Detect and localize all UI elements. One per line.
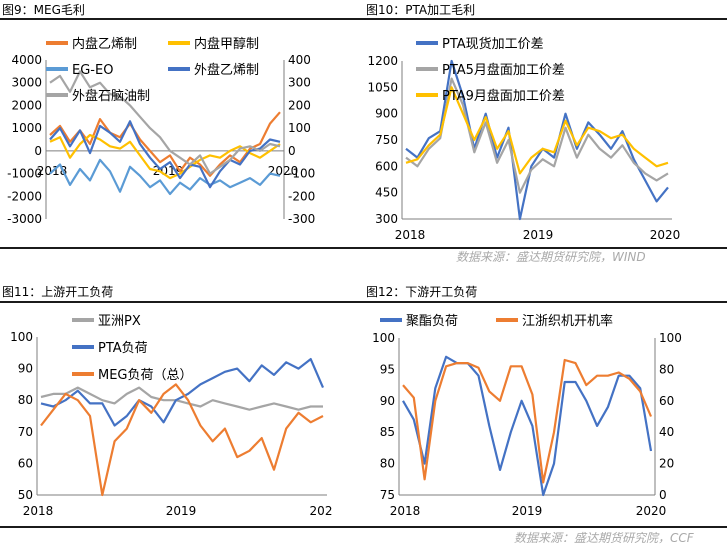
c9-y-tick-label: 3000 [11, 76, 42, 90]
c9-y-tick-label: 4000 [11, 53, 42, 67]
c12-x-tick-label: 2019 [512, 504, 543, 518]
c9-series-line-3 [49, 120, 281, 189]
c11-y-tick-label: 100 [10, 330, 33, 344]
c11-y-tick-label: 70 [18, 425, 33, 439]
c12-y2-tick-label: 80 [659, 362, 674, 376]
panel-title-fig9: 图9：MEG毛利 [2, 3, 85, 17]
c9-y-tick-label: 0 [34, 144, 42, 158]
c9-series-line-2 [49, 158, 281, 196]
c10-x-tick-label: 2019 [523, 228, 554, 242]
c10-series-line-2 [405, 86, 669, 175]
c11-y-tick-label: 60 [18, 456, 33, 470]
c10-y-tick-label: 300 [375, 212, 398, 226]
c11-x-tick-label: 202 [310, 504, 333, 518]
c9-y2-tick-label: 300 [288, 76, 311, 90]
c9-y-tick-label: 1000 [11, 121, 42, 135]
c9-y-tick-label: -1000 [7, 167, 42, 181]
panel-title-fig11: 图11：上游开工负荷 [2, 285, 114, 299]
c10-x-tick-label: 2018 [395, 228, 426, 242]
c12-y-tick-label: 80 [380, 457, 395, 471]
c9-y-tick-label: 2000 [11, 98, 42, 112]
c9-legend-label-2: EG-EO [72, 63, 113, 78]
source-note-lower: 数据来源：盛达期货研究院，CCF [514, 531, 694, 545]
c12-y2-tick-label: 40 [659, 425, 674, 439]
c10-legend-label-1: PTA5月盘面加工价差 [442, 62, 565, 78]
c11-series-line-0 [40, 386, 323, 411]
c10-y-tick-label: 1050 [367, 80, 398, 94]
rule-bottom [0, 526, 727, 528]
c9-y2-tick-label: -300 [288, 212, 315, 226]
c12-y-tick-label: 85 [380, 425, 395, 439]
c11-legend-label-2: MEG负荷（总） [98, 368, 193, 383]
c12-y2-tick-label: 60 [659, 394, 674, 408]
c11-series-line-1 [40, 358, 325, 427]
c12-x-tick-label: 2020 [636, 504, 667, 518]
c11-legend-label-1: PTA负荷 [98, 341, 148, 356]
c9-y2-tick-label: 0 [288, 144, 296, 158]
c9-legend-label-0: 内盘乙烯制 [72, 36, 137, 52]
c12-y-tick-label: 95 [380, 362, 395, 376]
rule-top [0, 18, 727, 20]
c11-y-tick-label: 90 [18, 362, 33, 376]
c9-y2-tick-label: -200 [288, 189, 315, 203]
c11-legend-label-0: 亚洲PX [98, 314, 141, 329]
c12-y-tick-label: 90 [380, 394, 395, 408]
c10-series-line-1 [405, 77, 669, 194]
c9-x-tick-label: 2020 [268, 164, 299, 178]
c9-legend-label-1: 内盘甲醇制 [194, 36, 259, 52]
c9-series-line-0 [49, 111, 281, 177]
c11-x-tick-label: 2019 [166, 504, 197, 518]
c12-series-line-1 [402, 358, 653, 484]
source-note-upper: 数据来源：盛达期货研究院，WIND [456, 250, 646, 264]
c12-y2-tick-label: 0 [659, 488, 667, 502]
c9-y-tick-label: -3000 [7, 212, 42, 226]
c11-series-line-2 [40, 383, 324, 497]
c10-series-line-0 [405, 59, 669, 221]
c12-y-tick-label: 75 [380, 488, 395, 502]
panel-title-fig12: 图12：下游开工负荷 [366, 285, 478, 299]
c12-x-tick-label: 2018 [390, 504, 421, 518]
rule-lower [0, 301, 727, 303]
c11-x-tick-label: 2018 [23, 504, 54, 518]
c12-legend-label-1: 江浙织机开机率 [522, 313, 613, 329]
c12-y2-tick-label: 100 [659, 331, 682, 345]
c12-legend-label-0: 聚酯负荷 [406, 314, 458, 329]
c10-y-tick-label: 450 [375, 186, 398, 200]
c12-series-line-0 [402, 355, 653, 497]
c9-y2-tick-label: 100 [288, 121, 311, 135]
c10-y-tick-label: 600 [375, 159, 398, 173]
c11-y-tick-label: 80 [18, 393, 33, 407]
c9-y2-tick-label: 400 [288, 53, 311, 67]
c12-y-tick-label: 100 [372, 331, 395, 345]
panel-title-fig10: 图10：PTA加工毛利 [366, 3, 476, 17]
c9-legend-label-3: 外盘乙烯制 [194, 62, 259, 78]
c9-y2-tick-label: -100 [288, 167, 315, 181]
c9-series-line-4 [49, 70, 281, 175]
c10-x-tick-label: 2020 [650, 228, 681, 242]
c10-y-tick-label: 750 [375, 133, 398, 147]
c11-y-tick-label: 50 [18, 488, 33, 502]
c9-y-tick-label: -2000 [7, 189, 42, 203]
c10-legend-label-2: PTA9月盘面加工价差 [442, 88, 565, 104]
rule-middle [0, 247, 727, 249]
c9-legend-label-4: 外盘石脑油制 [72, 88, 150, 104]
c9-y2-tick-label: 200 [288, 98, 311, 112]
c10-legend-label-0: PTA现货加工价差 [442, 36, 544, 52]
c10-y-tick-label: 900 [375, 107, 398, 121]
c12-y2-tick-label: 20 [659, 457, 674, 471]
c10-y-tick-label: 1200 [367, 54, 398, 68]
